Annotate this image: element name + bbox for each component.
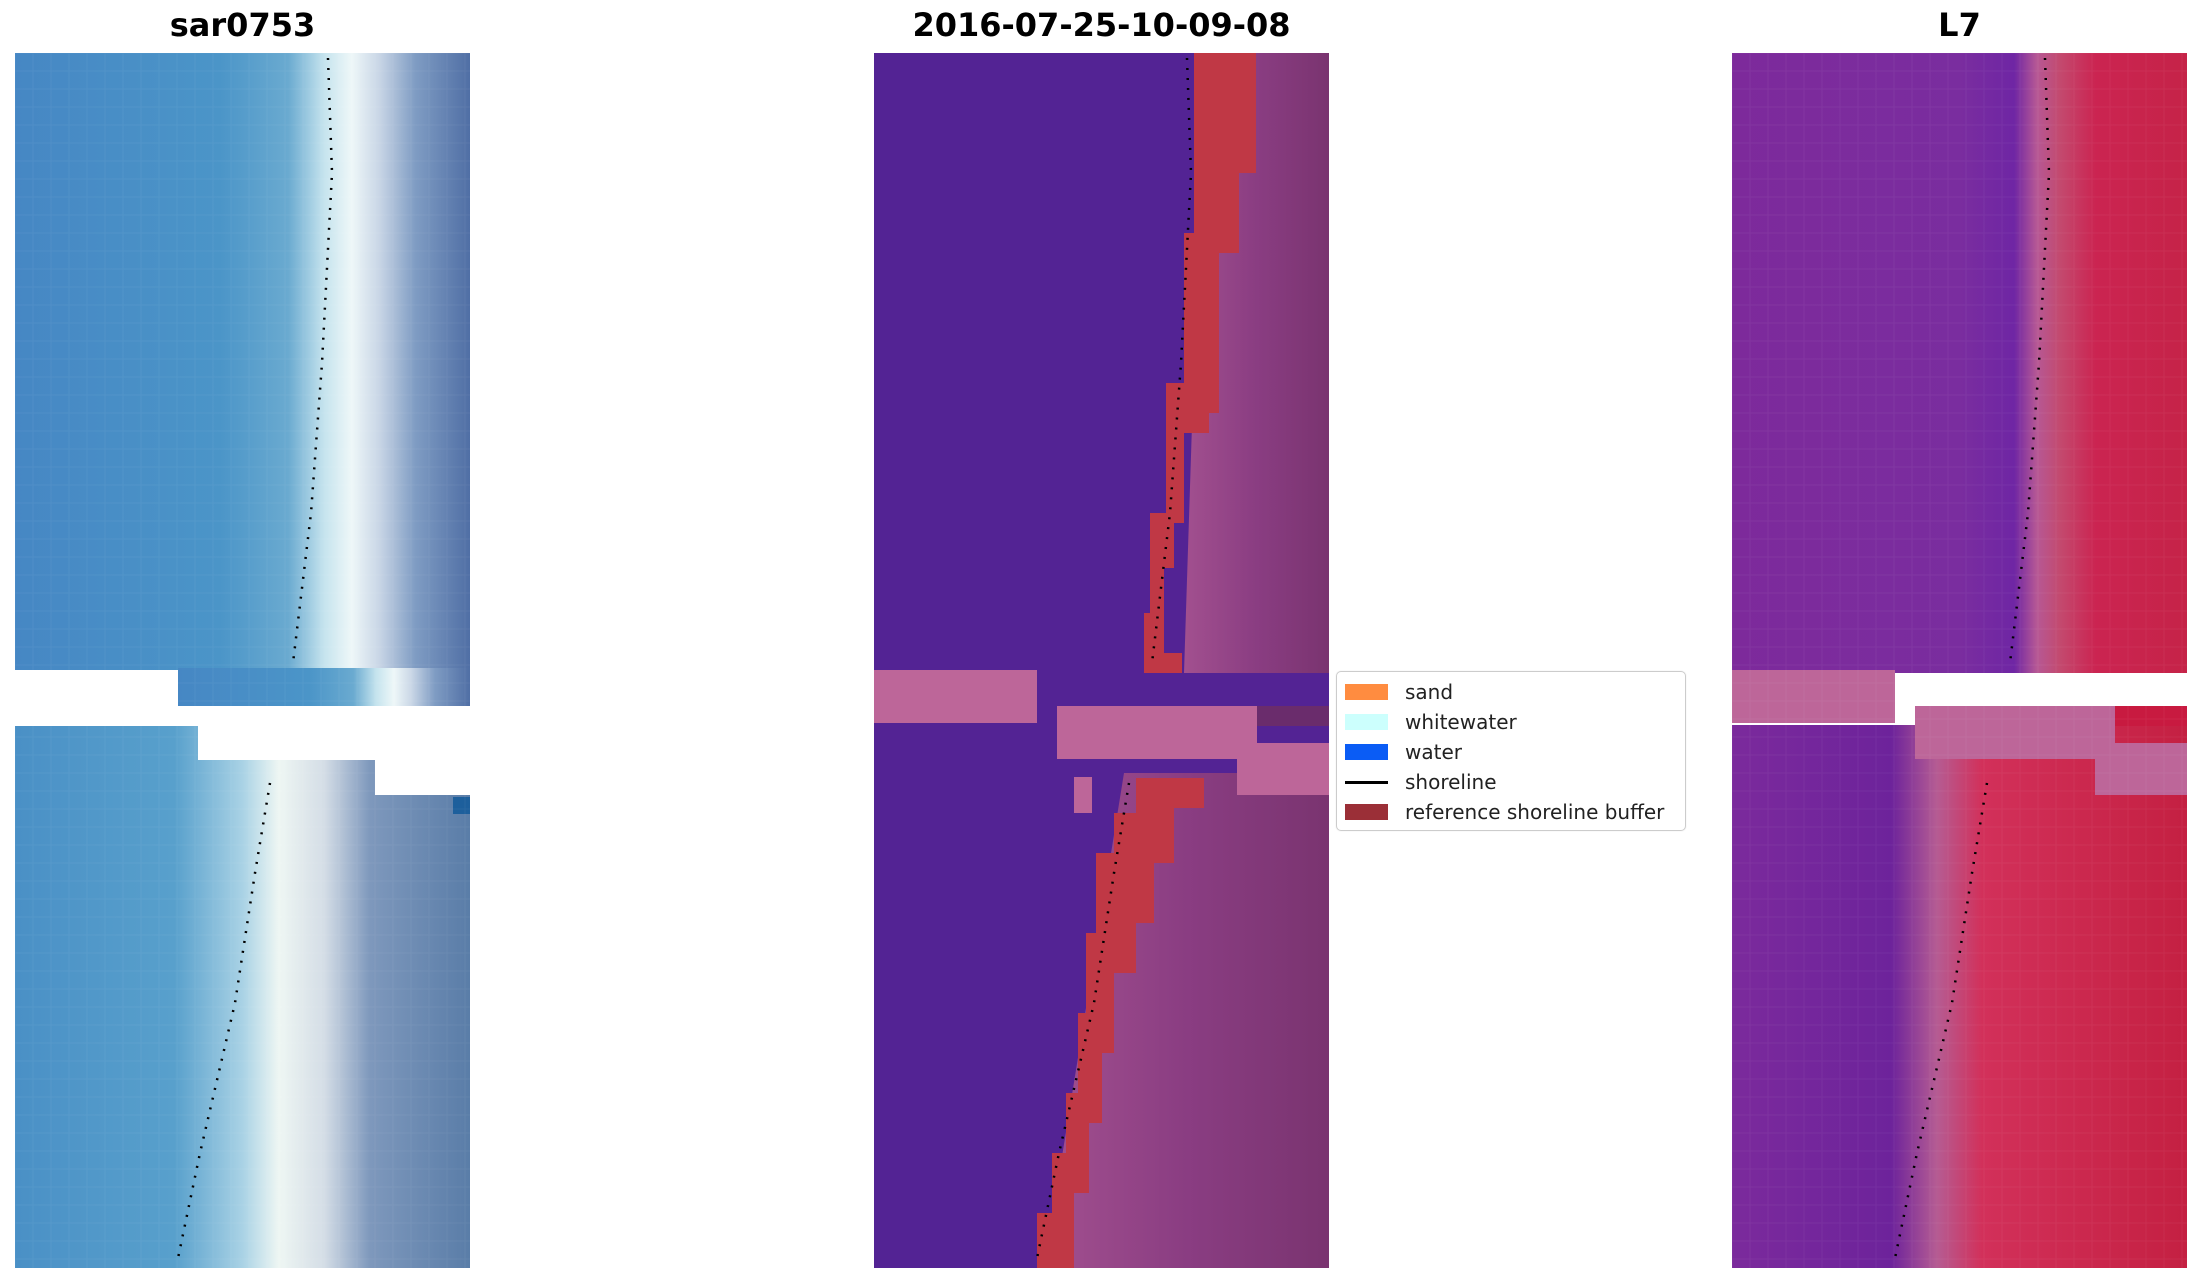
legend-label: sand xyxy=(1405,680,1454,704)
l7-image xyxy=(1732,53,2187,1268)
water-swatch xyxy=(1345,744,1388,760)
legend-item-shoreline: shoreline xyxy=(1345,767,1497,797)
rgb-image xyxy=(15,53,470,1268)
rgb-image-panel xyxy=(15,53,470,1268)
legend-label: reference shoreline buffer xyxy=(1405,800,1665,824)
buffer-swatch xyxy=(1345,804,1388,820)
legend-label: shoreline xyxy=(1405,770,1497,794)
legend-item-water: water xyxy=(1345,737,1462,767)
panel-title-date: 2016-07-25-10-09-08 xyxy=(912,6,1291,44)
panel-title-sar: sar0753 xyxy=(169,6,316,44)
legend-label: water xyxy=(1405,740,1462,764)
legend-item-reference-buffer: reference shoreline buffer xyxy=(1345,797,1664,827)
shoreline-line-swatch xyxy=(1345,780,1388,784)
panel-title-l7: L7 xyxy=(1938,6,1981,44)
legend-item-whitewater: whitewater xyxy=(1345,707,1517,737)
legend-label: whitewater xyxy=(1405,710,1517,734)
sand-swatch xyxy=(1345,684,1388,700)
whitewater-swatch xyxy=(1345,714,1388,730)
classified-image xyxy=(874,53,1329,1268)
legend-item-sand: sand xyxy=(1345,677,1453,707)
classified-image-panel xyxy=(874,53,1329,1268)
legend: sand whitewater water shoreline referenc… xyxy=(1336,671,1686,831)
l7-image-panel xyxy=(1732,53,2187,1268)
